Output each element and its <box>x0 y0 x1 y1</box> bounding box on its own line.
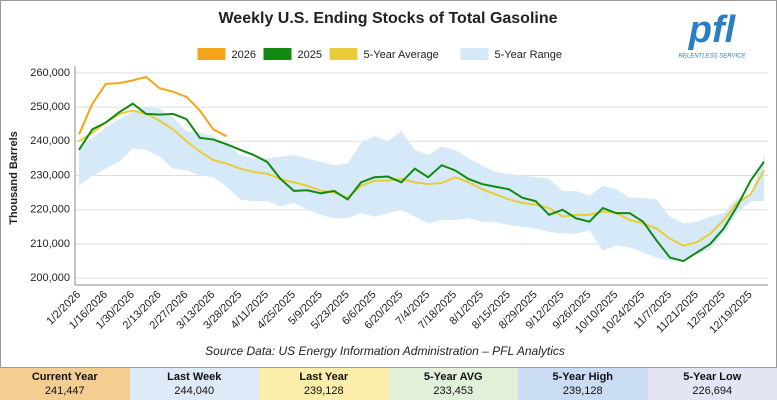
series-line <box>78 109 765 247</box>
y-tick-label: 200,000 <box>30 272 70 284</box>
series-line <box>78 75 228 138</box>
summary-label: Last Year <box>299 371 349 383</box>
y-tick-label: 210,000 <box>30 238 70 250</box>
summary-value: 241,447 <box>44 385 85 397</box>
summary-label: Current Year <box>31 371 98 383</box>
summary-label: 5-Year AVG <box>423 371 483 383</box>
series-line <box>78 102 765 263</box>
summary-cell: 5-Year AVG 233,453 <box>388 368 518 400</box>
summary-label: 5-Year Low <box>683 371 742 383</box>
y-tick-label: 250,000 <box>30 101 70 113</box>
chart-title: Weekly U.S. Ending Stocks of Total Gasol… <box>218 10 557 27</box>
summary-label: 5-Year High <box>552 371 614 383</box>
summary-cell: Last Week 244,040 <box>129 368 259 400</box>
summary-value: 239,128 <box>303 385 344 397</box>
logo-tagline: RELENTLESS SERVICE <box>679 54 747 60</box>
logo-text: pfl <box>688 9 737 51</box>
logo: pfl RELENTLESS SERVICE <box>679 9 747 60</box>
summary-cell: 5-Year High 239,128 <box>518 368 648 400</box>
legend-label: 5-Year Range <box>495 49 562 61</box>
y-axis-title: Thousand Barrels <box>8 131 20 225</box>
source-note: Source Data: US Energy Information Admin… <box>205 344 565 358</box>
legend-label: 5-Year Average <box>364 49 439 61</box>
summary-cell: Last Year 239,128 <box>259 368 389 400</box>
legend-label: 2025 <box>298 49 322 61</box>
summary-bar: Current Year 241,447 Last Week 244,040 Last … <box>0 368 777 400</box>
legend-swatch <box>197 48 226 60</box>
y-tick-label: 240,000 <box>30 135 70 147</box>
summary-cell: Current Year 241,447 <box>0 368 130 400</box>
summary-value: 244,040 <box>174 385 215 397</box>
chart: Weekly U.S. Ending Stocks of Total Gasol… <box>0 0 777 368</box>
y-tick-label: 260,000 <box>30 67 70 79</box>
summary-cell: 5-Year Low 226,694 <box>647 368 777 400</box>
summary-value: 226,694 <box>692 385 733 397</box>
legend: 2026 2025 5-Year Average 5-Year Range <box>197 48 562 61</box>
legend-swatch <box>460 48 489 60</box>
legend-swatch <box>263 48 292 60</box>
summary-value: 233,453 <box>433 385 474 397</box>
summary-value: 239,128 <box>562 385 603 397</box>
legend-label: 2026 <box>232 49 256 61</box>
y-tick-label: 220,000 <box>30 204 70 216</box>
summary-label: Last Week <box>167 371 222 383</box>
y-tick-label: 230,000 <box>30 169 70 181</box>
legend-swatch <box>329 48 358 60</box>
